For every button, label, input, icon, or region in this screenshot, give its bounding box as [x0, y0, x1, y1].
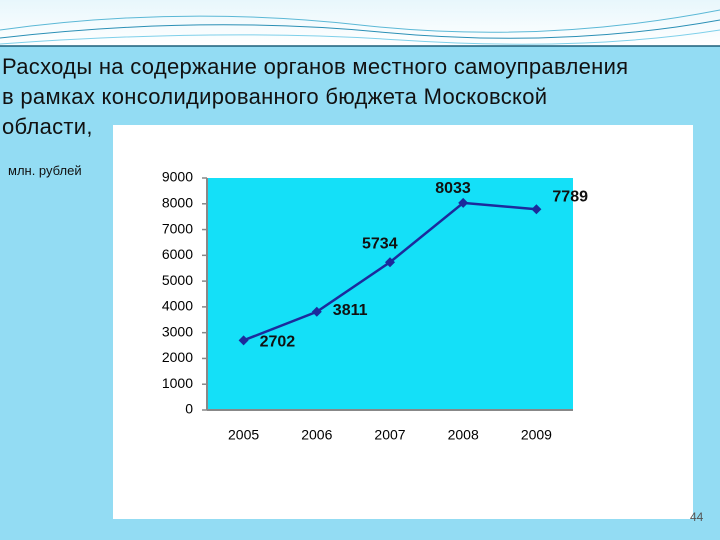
slide-title: Расходы на содержание органов местного с…	[2, 52, 628, 142]
x-tick-label: 2006	[301, 427, 332, 443]
data-label: 2702	[260, 334, 296, 351]
title-line: области,	[2, 114, 93, 139]
x-tick-label: 2009	[521, 427, 552, 443]
y-tick-label: 5000	[162, 272, 193, 288]
unit-label: млн. рублей	[8, 163, 82, 178]
y-tick-label: 3000	[162, 323, 193, 339]
y-tick-label: 1000	[162, 375, 193, 391]
data-marker	[311, 306, 322, 317]
data-label: 8033	[435, 180, 471, 197]
y-tick-label: 7000	[162, 220, 193, 236]
page-number: 44	[690, 510, 704, 524]
data-marker	[238, 335, 249, 346]
x-tick-label: 2008	[448, 427, 479, 443]
title-line: Расходы на содержание органов местного с…	[2, 54, 629, 79]
y-tick-label: 0	[185, 401, 193, 417]
data-label: 7789	[552, 188, 588, 205]
chart: 0 1000 2000 3000 4000 5000 6000 7000 8000 9000 200…	[113, 125, 693, 519]
data-marker	[531, 204, 542, 215]
data-label: 5734	[362, 235, 398, 252]
y-tick-label: 8000	[162, 194, 193, 210]
data-marker	[458, 197, 469, 208]
y-tick-label: 6000	[162, 246, 193, 262]
data-marker	[385, 257, 395, 268]
y-tick-label: 2000	[162, 349, 193, 365]
y-tick-label: 4000	[162, 298, 193, 314]
header-decor	[0, 0, 720, 47]
title-line: в рамках консолидированного бюджета Моск…	[2, 84, 548, 109]
plot-area	[207, 178, 573, 410]
y-tick-label: 9000	[162, 169, 193, 185]
x-tick-label: 2005	[228, 427, 259, 443]
x-tick-label: 2007	[374, 427, 405, 443]
data-label: 3811	[333, 302, 368, 319]
